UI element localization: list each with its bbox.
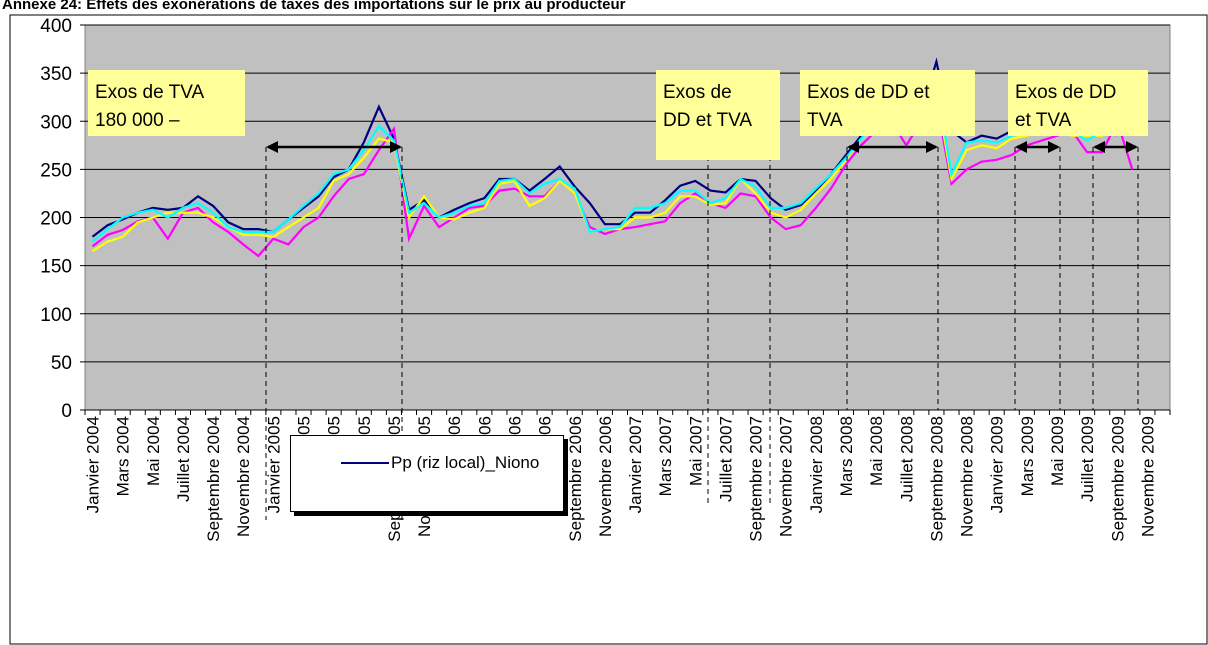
annotation-text: Exos de [663,82,732,103]
x-tick-label: Janvier 2004 [84,416,103,513]
x-tick-label: Juillet 2004 [174,416,193,502]
x-tick-label: Novembre 2009 [1138,416,1157,537]
x-tick-label: Septembre 2009 [1108,416,1127,542]
y-tick-label: 400 [40,16,72,37]
y-tick-label: 250 [40,160,72,181]
x-tick-label: Juillet 2007 [716,416,735,502]
x-tick-label: Mai 2007 [686,416,705,486]
chart-title: Annexe 24: Effets des exonérations de ta… [2,0,626,13]
x-tick-label: Novembre 2006 [596,416,615,537]
annotation-box [88,70,245,136]
x-tick-label: Septembre 2004 [204,416,223,542]
x-tick-label: Mai 2004 [144,416,163,486]
annotation-text: 180 000 – [95,110,180,131]
y-tick-label: 300 [40,112,72,133]
annotation-text: Exos de DD [1015,82,1116,103]
x-tick-label: Janvier 2007 [626,416,645,513]
y-tick-label: 350 [40,64,72,85]
x-tick-label: Septembre 2007 [747,416,766,542]
x-tick-label: Mars 2008 [837,416,856,496]
legend-label: Pp (riz local)_Niono [391,453,540,472]
annotation-text: Exos de DD et [807,82,930,103]
annotation-box [656,70,780,160]
x-tick-label: Novembre 2007 [777,416,796,537]
x-tick-label: Septembre 2008 [927,416,946,542]
y-tick-label: 200 [40,209,72,230]
x-tick-label: Mars 2004 [114,416,133,496]
x-tick-label: Mai 2008 [867,416,886,486]
series-line [91,79,1118,243]
x-tick-label: Juillet 2009 [1078,416,1097,502]
x-tick-label: Juillet 2008 [897,416,916,502]
x-tick-label: Mars 2007 [656,416,675,496]
annotation-box [800,70,975,136]
x-tick-label: Novembre 2008 [958,416,977,537]
annotation-box [1008,70,1148,136]
x-tick-label: Janvier 2008 [807,416,826,513]
arrow-head [1093,141,1138,153]
annotation-text: DD et TVA [663,110,752,131]
annotation-text: et TVA [1015,110,1072,131]
legend: Pp (riz local)_Niono [290,435,564,512]
x-tick-label: Janvier 2005 [264,416,283,513]
x-tick-label: Mars 2009 [1018,416,1037,496]
x-tick-label: Mai 2009 [1048,416,1067,486]
y-tick-label: 50 [51,353,72,374]
x-tick-label: Novembre 2004 [234,416,253,537]
x-tick-label: Janvier 2009 [988,416,1007,513]
annotation-text: Exos de TVA [95,82,204,103]
y-tick-label: 150 [40,257,72,278]
y-tick-label: 100 [40,305,72,326]
y-tick-label: 0 [61,401,72,422]
legend-swatch [341,462,389,464]
annotation-text: TVA [807,110,843,131]
arrow-head [1015,141,1060,153]
x-tick-label: Septembre 2006 [566,416,585,542]
